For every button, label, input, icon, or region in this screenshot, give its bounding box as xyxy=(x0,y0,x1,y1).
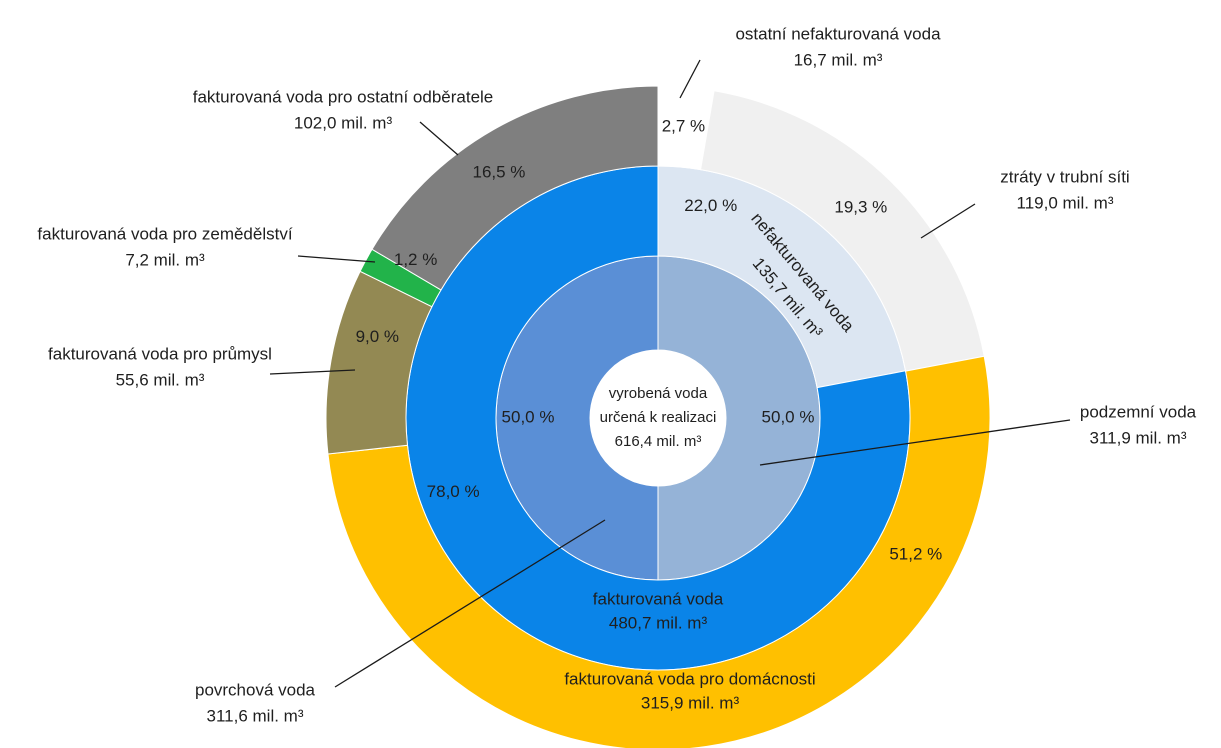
leader-prumysl xyxy=(269,369,356,375)
pct-label-nefakturovana: 22,0 % xyxy=(684,196,737,215)
amount-label-zemedelstvi: 7,2 mil. m³ xyxy=(125,250,205,269)
pct-label-ostatni-odberatele: 16,5 % xyxy=(472,163,525,182)
slice-ostatni-odberatele xyxy=(371,85,659,291)
pct-label-fakturovana: 78,0 % xyxy=(427,482,480,501)
center-label-line-3: 616,4 mil. m³ xyxy=(615,433,702,450)
name-label-podzemni: podzemní voda xyxy=(1080,402,1197,421)
pct-label-domacnosti: 51,2 % xyxy=(889,545,942,564)
amount-label-prumysl: 55,6 mil. m³ xyxy=(116,370,205,389)
amount-label-povrchova: 311,6 mil. m³ xyxy=(207,706,304,725)
pct-label-ztraty: 19,3 % xyxy=(834,197,887,216)
leader-podzemni xyxy=(759,419,1071,466)
name-label-domacnosti: fakturovaná voda pro domácnosti xyxy=(564,669,815,688)
amount-label-ztraty: 119,0 mil. m³ xyxy=(1017,193,1114,212)
pct-label-podzemni: 50,0 % xyxy=(762,407,815,426)
name-label-fakturovana: fakturovaná voda xyxy=(593,589,724,608)
name-label-ztraty: ztráty v trubní síti xyxy=(1000,167,1129,186)
name-label-zemedelstvi: fakturovaná voda pro zemědělství xyxy=(37,224,292,243)
leader-povrchova xyxy=(334,519,606,688)
center-label-line-1: vyrobená voda xyxy=(609,385,708,402)
name-label-povrchova: povrchová voda xyxy=(195,680,316,699)
pct-label-prumysl: 9,0 % xyxy=(356,327,399,346)
center-label-line-2: určená k realizaci xyxy=(600,409,717,426)
amount-label-fakturovana: 480,7 mil. m³ xyxy=(609,613,708,632)
amount-label-podzemni: 311,9 mil. m³ xyxy=(1090,428,1187,447)
pct-label-ostatni-nefakt: 2,7 % xyxy=(662,117,705,136)
leader-ztraty xyxy=(920,203,976,239)
pct-label-povrchova: 50,0 % xyxy=(502,407,555,426)
leader-zemedelstvi xyxy=(297,255,376,263)
center-hole xyxy=(590,350,726,486)
amount-label-domacnosti: 315,9 mil. m³ xyxy=(641,693,740,712)
name-label-prumysl: fakturovaná voda pro průmysl xyxy=(48,344,272,363)
pct-label-zemedelstvi: 1,2 % xyxy=(394,250,437,269)
outer-ring xyxy=(325,85,991,748)
leader-ostatni-nefakt xyxy=(679,59,701,99)
name-label-ostatni-odberatele: fakturovaná voda pro ostatní odběratele xyxy=(193,87,494,106)
name-label-ostatni-nefakt: ostatní nefakturovaná voda xyxy=(735,24,941,43)
slice-domacnosti xyxy=(327,355,991,748)
leader-ostatni-odberatele xyxy=(419,121,459,156)
leader-lines xyxy=(269,59,1071,688)
center-label: vyrobená voda určená k realizaci 616,4 mil… xyxy=(590,350,726,486)
amount-label-ostatni-nefakt: 16,7 mil. m³ xyxy=(794,50,883,69)
amount-label-ostatni-odberatele: 102,0 mil. m³ xyxy=(294,113,393,132)
